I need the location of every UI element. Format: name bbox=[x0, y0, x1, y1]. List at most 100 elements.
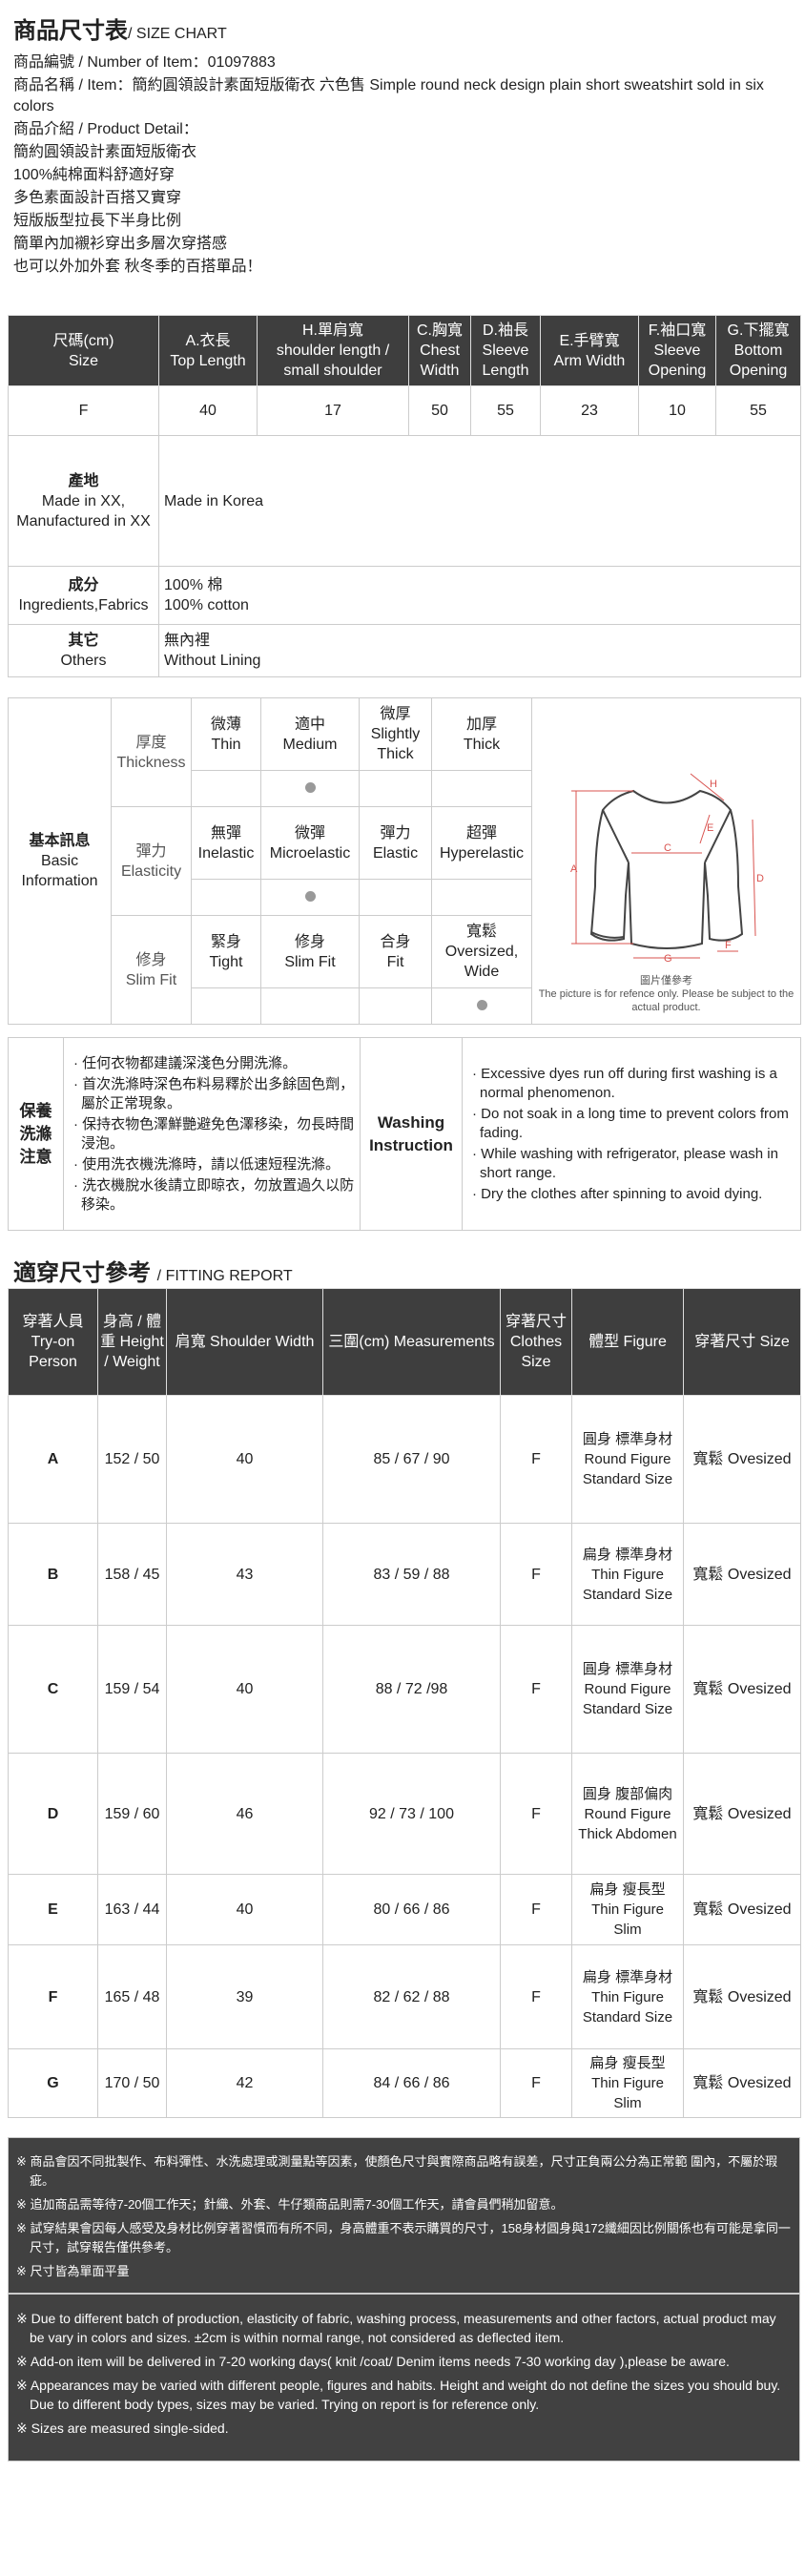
attribute-option: 彈力 Elastic bbox=[359, 806, 432, 880]
notes-divider bbox=[9, 2293, 799, 2295]
washing-item-en: · While washing with refrigerator, pleas… bbox=[472, 1145, 778, 1181]
size-value: 17 bbox=[257, 385, 409, 436]
height-weight-cell: 159 / 60 bbox=[97, 1753, 167, 1875]
table-row: B 158 / 45 43 83 / 59 / 88 F 扁身 標準身材 Thin Fig… bbox=[8, 1523, 801, 1626]
washing-en-list: · Excessive dyes run off during first wa… bbox=[462, 1037, 801, 1231]
option-indicator-cell bbox=[191, 879, 261, 916]
washing-label-zh: 保養洗滌注意 bbox=[8, 1037, 64, 1231]
option-indicator-cell bbox=[191, 770, 261, 807]
header-zh: G.下擺寬 bbox=[727, 322, 790, 339]
shoulder-width-cell: 40 bbox=[166, 1625, 323, 1754]
table-row: E 163 / 44 40 80 / 66 / 86 F 扁身 瘦長型 Thin Figu… bbox=[8, 1874, 801, 1945]
height-weight-cell: 163 / 44 bbox=[97, 1874, 167, 1945]
shoulder-width-cell: 46 bbox=[166, 1753, 323, 1875]
measurements-cell: 82 / 62 / 88 bbox=[322, 1944, 501, 2049]
table-row: C 159 / 54 40 88 / 72 /98 F 圓身 標準身材 Round Fig… bbox=[8, 1625, 801, 1754]
measurements-cell: 85 / 67 / 90 bbox=[322, 1395, 501, 1524]
detail-line: 多色素面設計百搭又實穿 bbox=[13, 190, 182, 206]
size-header-cell: C.胸寬 Chest Width bbox=[408, 315, 471, 386]
origin-label: 產地 Made in XX, Manufactured in XX bbox=[8, 435, 159, 567]
option-indicator-cell bbox=[431, 770, 532, 807]
attribute-option: 微薄 Thin bbox=[191, 697, 261, 771]
washing-item-zh: · 任何衣物都建議深淺色分開洗滌。 bbox=[73, 1054, 298, 1071]
header-zh: H.單肩寬 bbox=[301, 322, 363, 339]
clothes-size-cell: F bbox=[500, 1523, 572, 1626]
size-value: 23 bbox=[540, 385, 639, 436]
height-weight-cell: 159 / 54 bbox=[97, 1625, 167, 1754]
washing-zh-list: · 任何衣物都建議深淺色分開洗滌。 · 首次洗滌時深色布料易釋於出多餘固色劑，屬於… bbox=[63, 1037, 361, 1231]
note-zh: ※ 追加商品需等待7-20個工作天；針織、外套、牛仔類商品則需7-30個工作天，… bbox=[16, 2197, 564, 2212]
size-table: 尺碼(cm) Size A.衣長 Top Length H.單肩寬 shoulder le… bbox=[8, 315, 801, 677]
attribute-label: 厚度 Thickness bbox=[111, 697, 192, 807]
sweater-diagram-icon: A C D E F G H bbox=[570, 773, 764, 963]
option-indicator-cell bbox=[431, 879, 532, 916]
person-cell: D bbox=[8, 1753, 98, 1875]
note-zh: ※ 尺寸皆為單面平量 bbox=[16, 2264, 130, 2278]
clothes-size-cell: F bbox=[500, 1625, 572, 1754]
figure-cell: 扁身 標準身材 Thin Figure Standard Size bbox=[571, 1944, 684, 2049]
basic-info-table: 基本訊息 Basic Information 厚度 Thickness 微薄 Thin 適中… bbox=[8, 697, 801, 1025]
measurements-cell: 84 / 66 / 86 bbox=[322, 2048, 501, 2118]
notes-box: ※ 商品會因不同批製作、布料彈性、水洗處理或測量點等因素，使顏色尺寸與實際商品略… bbox=[8, 2137, 800, 2462]
diagram-label: H bbox=[710, 779, 717, 790]
attribute-option: 微彈 Microelastic bbox=[260, 806, 360, 880]
header-en: Arm Width bbox=[553, 352, 626, 369]
measurements-cell: 83 / 59 / 88 bbox=[322, 1523, 501, 1626]
clothes-size-cell: F bbox=[500, 1395, 572, 1524]
header-en: Chest Width bbox=[420, 343, 460, 379]
attribute-option: 超彈 Hyperelastic bbox=[431, 806, 532, 880]
detail-line: 簡約圓領設計素面短版衛衣 bbox=[13, 144, 197, 160]
item-name: 商品名稱 / Item：簡約圓領設計素面短版衛衣 六色售 Simple roun… bbox=[13, 77, 764, 114]
washing-item-zh: · 使用洗衣機洗滌時，請以低速短程洗滌。 bbox=[73, 1155, 341, 1173]
fitting-header-cell: 三圍(cm) Measurements bbox=[322, 1288, 501, 1396]
selected-dot-icon bbox=[476, 1000, 487, 1010]
detail-line: 也可以外加外套 秋冬季的百搭單品！ bbox=[13, 259, 262, 275]
attribute-option: 合身 Fit bbox=[359, 915, 432, 988]
product-intro: 商品尺寸表/ SIZE CHART 商品編號 / Number of Item：… bbox=[13, 17, 795, 280]
page-title: 商品尺寸表/ SIZE CHART bbox=[13, 18, 227, 44]
selected-dot-icon bbox=[304, 891, 316, 902]
table-row: G 170 / 50 42 84 / 66 / 86 F 扁身 瘦長型 Thin Figu… bbox=[8, 2048, 801, 2118]
basic-info-label: 基本訊息 Basic Information bbox=[8, 697, 112, 1025]
attribute-option: 緊身 Tight bbox=[191, 915, 261, 988]
person-cell: G bbox=[8, 2048, 98, 2118]
note-en: ※ Due to different batch of production, … bbox=[16, 2311, 776, 2345]
diagram-label: G bbox=[664, 953, 672, 963]
fit-size-cell: 寬鬆 Ovesized bbox=[683, 1753, 801, 1875]
person-cell: C bbox=[8, 1625, 98, 1754]
clothes-size-cell: F bbox=[500, 1874, 572, 1945]
note-en: ※ Appearances may be varied with differe… bbox=[16, 2378, 781, 2412]
header-zh: 尺碼(cm) bbox=[52, 332, 114, 349]
header-zh: E.手臂寬 bbox=[559, 332, 620, 349]
fitting-title: 適穿尺寸參考 / FITTING REPORT bbox=[13, 1260, 293, 1286]
height-weight-cell: 165 / 48 bbox=[97, 1944, 167, 2049]
option-indicator-cell bbox=[359, 879, 432, 916]
fitting-header-cell: 穿著尺寸 Clothes Size bbox=[500, 1288, 572, 1396]
header-en: Bottom Opening bbox=[729, 343, 788, 379]
fitting-header-cell: 身高 / 體重 Height / Weight bbox=[97, 1288, 167, 1396]
fitting-header-cell: 穿著尺寸 Size bbox=[683, 1288, 801, 1396]
washing-item-en: · Excessive dyes run off during first wa… bbox=[472, 1065, 777, 1101]
table-row: F 165 / 48 39 82 / 62 / 88 F 扁身 標準身材 Thin Fig… bbox=[8, 1944, 801, 2049]
attribute-option: 適中 Medium bbox=[260, 697, 360, 771]
figure-cell: 扁身 瘦長型 Thin Figure Slim bbox=[571, 2048, 684, 2118]
size-value: 55 bbox=[715, 385, 801, 436]
size-header-cell: A.衣長 Top Length bbox=[158, 315, 258, 386]
diagram-label: F bbox=[725, 940, 732, 951]
fabric-label: 成分 Ingredients,Fabrics bbox=[8, 566, 159, 625]
size-header-cell: G.下擺寬 Bottom Opening bbox=[715, 315, 801, 386]
size-value: 55 bbox=[470, 385, 541, 436]
table-row: D 159 / 60 46 92 / 73 / 100 F 圓身 腹部偏肉 Round F… bbox=[8, 1753, 801, 1875]
size-header-cell: D.袖長 Sleeve Length bbox=[470, 315, 541, 386]
fitting-header-cell: 穿著人員 Try-on Person bbox=[8, 1288, 98, 1396]
others-label: 其它 Others bbox=[8, 624, 159, 677]
size-value: 50 bbox=[408, 385, 471, 436]
header-en: Sleeve Opening bbox=[648, 343, 707, 379]
fit-size-cell: 寬鬆 Ovesized bbox=[683, 2048, 801, 2118]
detail-line: 100%純棉面料舒適好穿 bbox=[13, 167, 175, 183]
figure-cell: 扁身 標準身材 Thin Figure Standard Size bbox=[571, 1523, 684, 1626]
measurements-cell: 88 / 72 /98 bbox=[322, 1625, 501, 1754]
header-en: Size bbox=[68, 352, 99, 369]
header-en: Top Length bbox=[170, 352, 246, 369]
fit-size-cell: 寬鬆 Ovesized bbox=[683, 1944, 801, 2049]
